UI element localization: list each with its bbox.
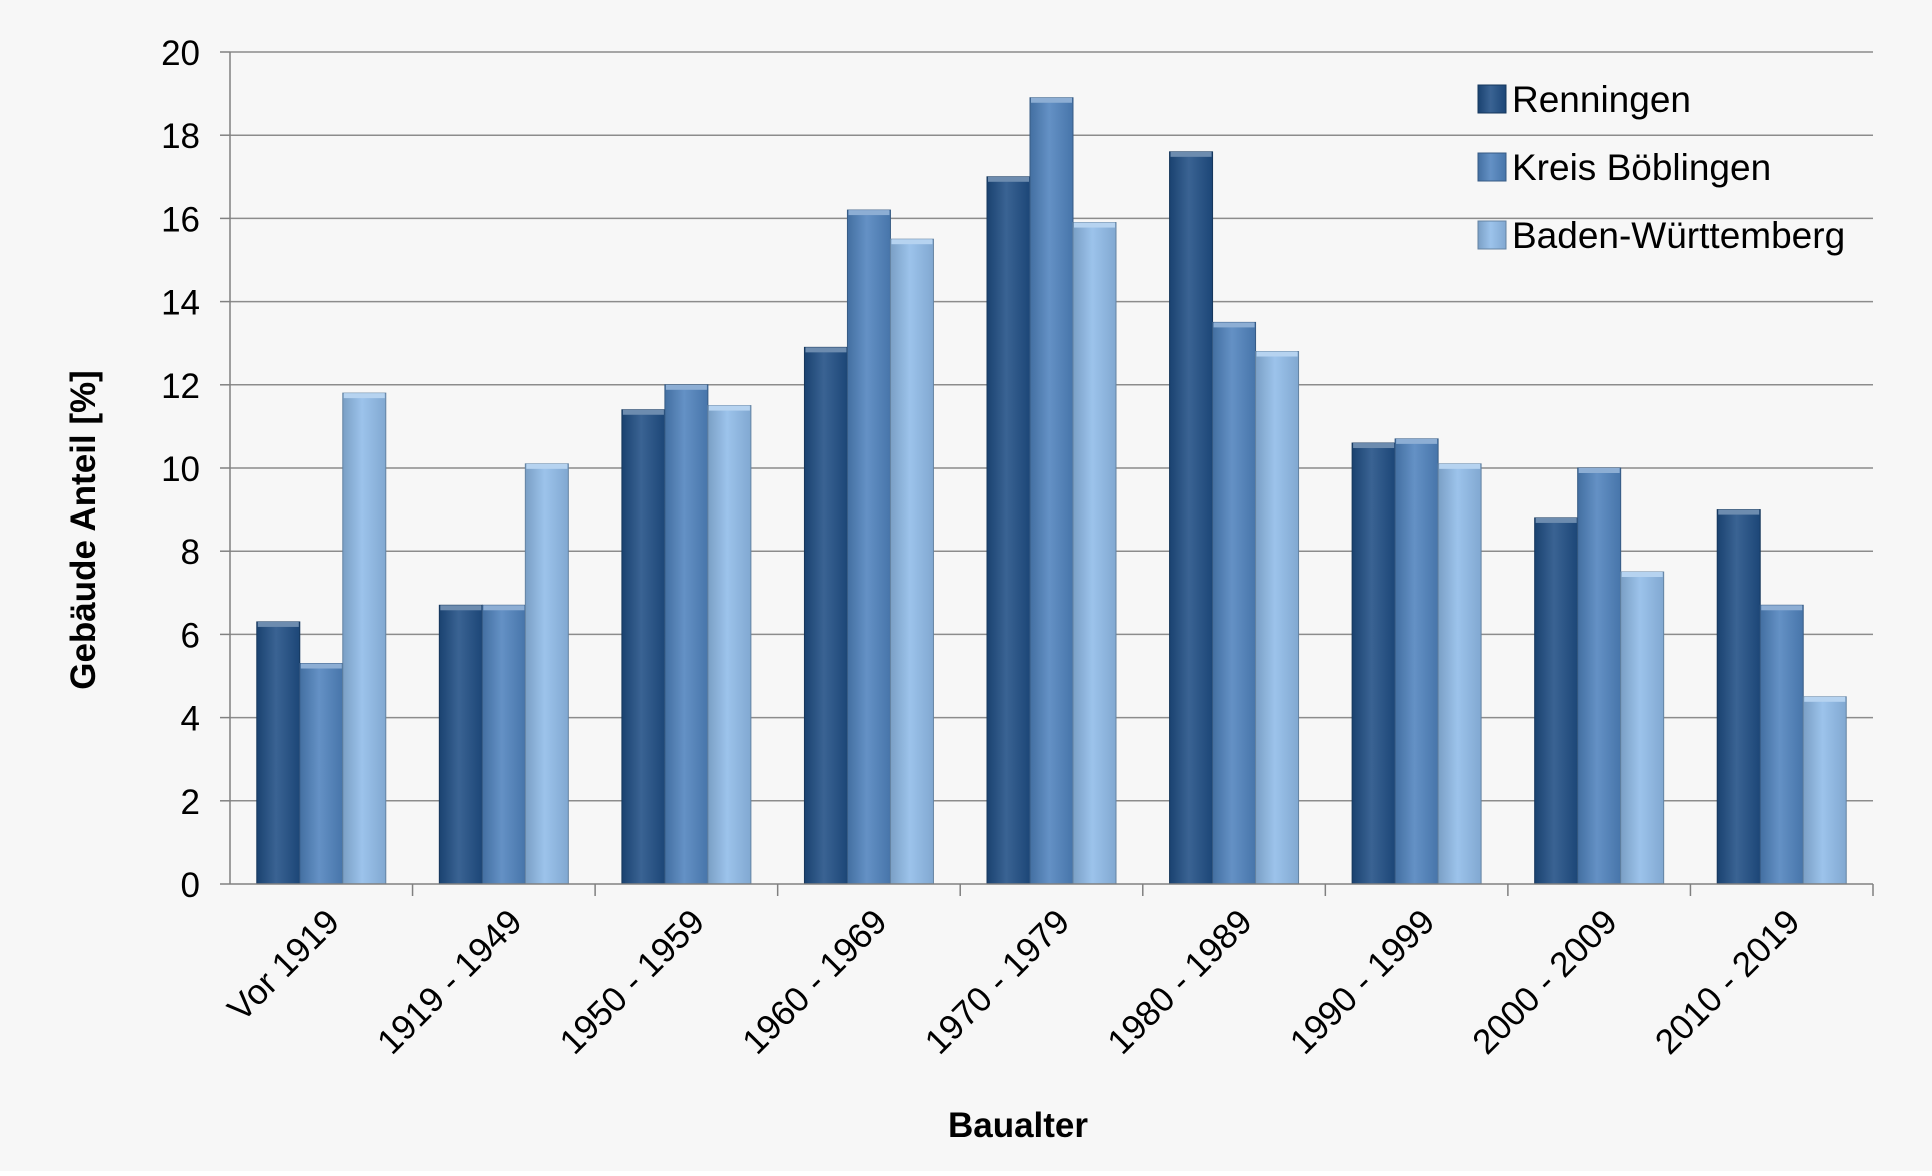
bar-baden-w-rttemberg: [1620, 571, 1665, 885]
bar-highlight: [1256, 351, 1298, 357]
bar-kreis-b-blingen: [1759, 604, 1804, 885]
y-tick-label: 2: [181, 783, 200, 822]
bar-highlight: [526, 463, 568, 469]
bar-highlight: [1170, 151, 1212, 157]
bar-renningen: [1534, 517, 1579, 885]
bar-renningen: [986, 176, 1031, 885]
legend-swatch: [1477, 152, 1507, 182]
y-tick-label: 14: [161, 284, 200, 323]
y-tick-label: 12: [161, 367, 200, 406]
y-tick-label: 18: [161, 117, 200, 156]
legend-swatch: [1477, 220, 1507, 250]
bar-baden-w-rttemberg: [1255, 351, 1300, 885]
bar-renningen: [1716, 509, 1761, 885]
y-axis-title: Gebäude Anteil [%]: [64, 370, 103, 690]
bar-renningen: [621, 409, 666, 885]
legend-label: Kreis Böblingen: [1512, 147, 1771, 188]
bar-kreis-b-blingen: [1029, 97, 1074, 885]
bar-highlight: [1578, 468, 1620, 473]
bar-highlight: [805, 347, 847, 353]
bar-highlight: [622, 409, 664, 415]
bar-highlight: [665, 384, 707, 390]
bar-highlight: [1396, 438, 1438, 444]
bar-renningen: [1351, 442, 1396, 885]
bar-highlight: [1761, 605, 1803, 611]
legend-swatch: [1477, 84, 1507, 114]
bar-baden-w-rttemberg: [342, 392, 387, 885]
bar-highlight: [1439, 463, 1481, 469]
bar-baden-w-rttemberg: [1802, 696, 1847, 885]
bar-highlight: [1213, 322, 1255, 328]
bar-renningen: [438, 604, 483, 885]
x-axis-title: Baualter: [948, 1106, 1088, 1145]
bar-highlight: [891, 239, 933, 245]
bar-highlight: [848, 210, 890, 216]
bar-highlight: [988, 176, 1029, 182]
bar-highlight: [1535, 517, 1577, 523]
y-tick-label: 20: [161, 34, 200, 73]
bar-baden-w-rttemberg: [1072, 222, 1117, 885]
legend: Renningen Kreis Böblingen Baden-Württember…: [1477, 79, 1845, 256]
bar-highlight: [343, 393, 385, 399]
bar-baden-w-rttemberg: [707, 405, 752, 885]
bar-renningen: [803, 346, 848, 885]
legend-label: Renningen: [1512, 79, 1691, 120]
bar-highlight: [1353, 443, 1395, 449]
bar-baden-w-rttemberg: [1437, 463, 1482, 885]
bar-highlight: [257, 621, 299, 627]
bar-kreis-b-blingen: [1577, 467, 1622, 885]
bar-renningen: [256, 621, 301, 885]
bar-highlight: [300, 663, 342, 669]
bar-highlight: [440, 605, 482, 611]
bar-kreis-b-blingen: [846, 209, 891, 885]
bar-baden-w-rttemberg: [524, 463, 569, 885]
bar-highlight: [1031, 97, 1072, 103]
y-tick-label: 0: [181, 866, 200, 905]
y-tick-label: 10: [161, 450, 200, 489]
bar-highlight: [1621, 572, 1663, 577]
bar-kreis-b-blingen: [1394, 438, 1439, 885]
bar-highlight: [708, 405, 750, 411]
bar-highlight: [1804, 696, 1846, 702]
y-tick-label: 6: [181, 616, 200, 655]
bar-kreis-b-blingen: [481, 604, 526, 885]
bar-kreis-b-blingen: [299, 663, 344, 885]
bar-baden-w-rttemberg: [889, 238, 934, 885]
bar-renningen: [1169, 151, 1214, 885]
y-tick-label: 4: [181, 700, 200, 739]
y-tick-label: 16: [161, 200, 200, 239]
bar-highlight: [1074, 222, 1115, 228]
bar-kreis-b-blingen: [1212, 321, 1257, 885]
bar-highlight: [483, 605, 525, 611]
bars: [256, 97, 1847, 885]
y-tick-label: 8: [181, 533, 200, 572]
legend-label: Baden-Württemberg: [1512, 215, 1845, 256]
bar-highlight: [1718, 509, 1760, 515]
bar-kreis-b-blingen: [664, 384, 709, 885]
